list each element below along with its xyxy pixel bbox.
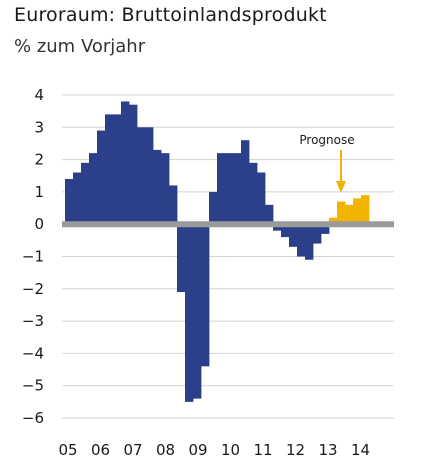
bar <box>81 162 90 225</box>
bar <box>169 185 178 225</box>
y-tick-label: −1 <box>22 248 44 266</box>
x-tick-label: 06 <box>91 441 110 459</box>
bar <box>305 224 314 260</box>
y-tick-label: −4 <box>22 344 44 362</box>
bar <box>73 172 82 225</box>
y-tick-label: −2 <box>22 280 44 298</box>
y-tick-label: 3 <box>34 118 44 136</box>
x-tick-label: 11 <box>253 441 272 459</box>
y-tick-labels: 4 3 2 1 0 −1 −2 −3 −4 −5 −6 <box>22 86 44 427</box>
bar <box>217 153 226 225</box>
bar <box>241 140 250 225</box>
forecast-annotation: Prognose <box>299 133 355 193</box>
x-tick-label: 14 <box>351 441 370 459</box>
x-tick-label: 10 <box>221 441 240 459</box>
y-tick-label: 1 <box>34 183 44 201</box>
bar <box>257 172 266 225</box>
bar <box>161 153 170 225</box>
y-tick-label: −5 <box>22 377 44 395</box>
y-tick-label: −3 <box>22 312 44 330</box>
chart-subtitle: % zum Vorjahr <box>14 36 146 57</box>
bar <box>177 224 186 293</box>
bar <box>193 224 202 399</box>
y-tick-label: 0 <box>34 215 44 233</box>
bar <box>89 153 98 225</box>
y-tick-label: 2 <box>34 151 44 169</box>
x-tick-label: 07 <box>123 441 142 459</box>
x-tick-labels: 05 06 07 08 09 10 11 12 13 14 <box>58 441 370 459</box>
bar <box>297 224 306 257</box>
bar <box>289 224 298 247</box>
bar <box>273 224 282 231</box>
bar <box>225 153 234 225</box>
forecast-arrow-head <box>336 181 346 193</box>
y-tick-label: 4 <box>34 86 44 104</box>
bar <box>345 204 354 225</box>
x-tick-label: 05 <box>58 441 77 459</box>
bars <box>65 101 370 402</box>
bar <box>353 198 362 225</box>
x-tick-label: 09 <box>188 441 207 459</box>
bar <box>361 195 370 225</box>
bar <box>313 224 322 244</box>
bar <box>113 114 122 225</box>
y-tick-label: −6 <box>22 409 44 427</box>
bar <box>201 224 210 367</box>
bar <box>233 153 242 225</box>
bar <box>209 191 218 225</box>
chart-title: Euroraum: Bruttoinlandsprodukt <box>14 4 327 26</box>
bar <box>185 224 194 402</box>
bar <box>321 224 330 234</box>
bar <box>97 130 106 225</box>
bar <box>281 224 290 238</box>
bar <box>249 162 258 225</box>
bar <box>153 149 162 225</box>
bar <box>145 127 154 225</box>
bar <box>137 127 146 225</box>
bar <box>265 204 274 225</box>
x-tick-label: 08 <box>156 441 175 459</box>
bar <box>65 178 74 225</box>
bar <box>129 104 138 225</box>
x-tick-label: 13 <box>318 441 337 459</box>
bar <box>337 201 346 225</box>
bar <box>329 217 338 225</box>
bar <box>121 101 130 225</box>
bar <box>105 114 114 225</box>
x-tick-label: 12 <box>286 441 305 459</box>
forecast-label: Prognose <box>299 133 354 147</box>
